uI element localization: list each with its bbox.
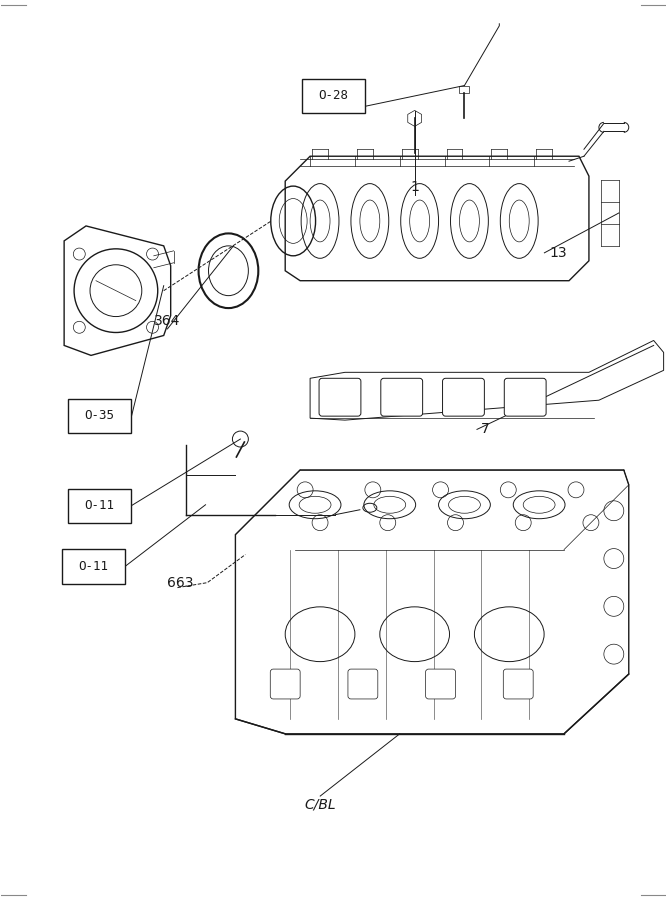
FancyBboxPatch shape	[426, 669, 456, 699]
FancyBboxPatch shape	[270, 669, 300, 699]
FancyBboxPatch shape	[381, 378, 423, 416]
Text: 663: 663	[167, 576, 194, 590]
Bar	[68, 399, 131, 433]
Bar	[302, 79, 365, 113]
FancyBboxPatch shape	[348, 669, 378, 699]
FancyBboxPatch shape	[504, 378, 546, 416]
Ellipse shape	[363, 503, 377, 512]
Bar	[61, 550, 125, 583]
FancyBboxPatch shape	[319, 378, 361, 416]
Text: O-35: O-35	[85, 410, 115, 422]
Bar	[460, 86, 470, 94]
Text: O-11: O-11	[78, 560, 108, 573]
Text: 13: 13	[550, 246, 567, 260]
Text: 364: 364	[154, 314, 181, 328]
FancyBboxPatch shape	[442, 378, 484, 416]
Text: O-11: O-11	[85, 500, 115, 512]
Text: 1: 1	[410, 180, 419, 194]
Text: O-28: O-28	[319, 89, 348, 103]
Bar	[68, 489, 131, 523]
FancyBboxPatch shape	[504, 669, 533, 699]
Text: C/BL: C/BL	[304, 797, 336, 811]
Text: 7: 7	[480, 422, 490, 436]
